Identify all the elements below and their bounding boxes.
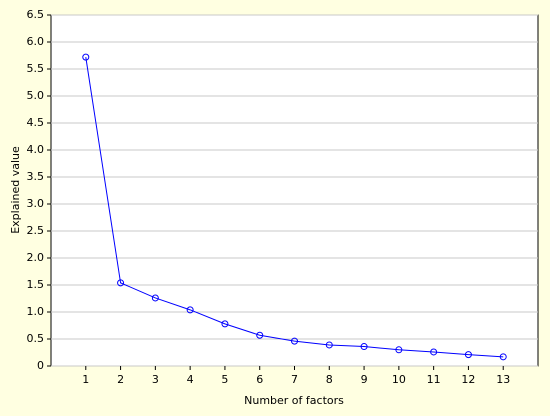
y-tick-label: 5.5 [27, 62, 45, 75]
data-point [151, 294, 159, 302]
y-tick-label: 6.5 [27, 8, 45, 21]
data-point [82, 53, 90, 61]
x-tick-label: 3 [152, 373, 159, 386]
x-tick-label: 2 [117, 373, 124, 386]
y-tick-label: 2.5 [27, 224, 45, 237]
y-tick-label: 6.0 [27, 35, 45, 48]
data-point [186, 306, 194, 314]
x-tick-label: 11 [427, 373, 441, 386]
y-tick-label: 3.5 [27, 170, 45, 183]
y-tick-label: 2.0 [27, 251, 45, 264]
data-point [499, 353, 507, 361]
data-point [291, 337, 298, 345]
data-point [117, 279, 125, 287]
y-tick-label: 1.5 [27, 278, 45, 291]
x-tick-label: 10 [392, 373, 406, 386]
x-tick-label: 1 [82, 373, 89, 386]
x-tick-label: 4 [187, 373, 194, 386]
x-tick-label: 9 [361, 373, 368, 386]
data-point [395, 346, 403, 354]
y-tick-label: 4.5 [27, 116, 45, 129]
plot-area [50, 14, 539, 367]
y-tick-label: 1.0 [27, 305, 45, 318]
data-point [256, 331, 264, 339]
y-tick-label: 0.5 [27, 332, 45, 345]
data-point [360, 343, 368, 351]
x-tick-label: 5 [221, 373, 228, 386]
data-point [221, 320, 229, 328]
y-tick-label: 3.0 [27, 197, 45, 210]
y-axis-label: Explained value [9, 146, 22, 234]
y-tick-label: 0 [37, 359, 44, 372]
y-tick-label: 5.0 [27, 89, 45, 102]
x-tick-label: 12 [461, 373, 475, 386]
data-point [430, 348, 438, 356]
x-tick-label: 6 [256, 373, 263, 386]
data-point [464, 351, 472, 359]
data-line [85, 57, 504, 358]
data-point [325, 341, 333, 349]
x-tick-label: 8 [326, 373, 333, 386]
x-tick-label: 13 [496, 373, 510, 386]
y-tick-label: 4.0 [27, 143, 45, 156]
x-axis-label: Number of factors [244, 394, 344, 407]
x-tick-label: 7 [291, 373, 298, 386]
